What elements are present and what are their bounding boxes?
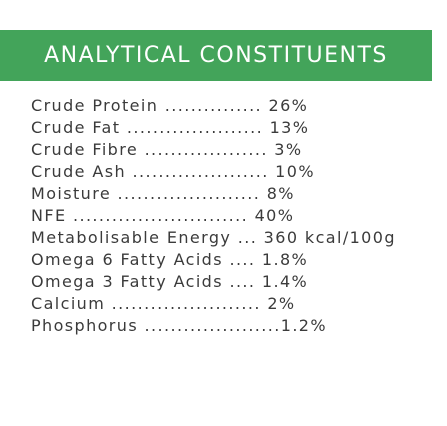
constituent-row-crude-protein: Crude Protein ............... 26%	[31, 96, 309, 115]
constituent-row-moisture: Moisture ...................... 8%	[31, 184, 295, 203]
constituent-row-crude-ash: Crude Ash ..................... 10%	[31, 162, 315, 181]
header-banner: ANALYTICAL CONSTITUENTS	[0, 30, 432, 81]
constituent-row-nfe: NFE ........................... 40%	[31, 206, 295, 225]
constituent-row-crude-fat: Crude Fat ..................... 13%	[31, 118, 310, 137]
constituent-row-omega-3: Omega 3 Fatty Acids .... 1.4%	[31, 272, 309, 291]
constituent-row-phosphorus: Phosphorus .....................1.2%	[31, 316, 327, 335]
constituent-row-omega-6: Omega 6 Fatty Acids .... 1.8%	[31, 250, 309, 269]
constituent-row-metabolisable-energy: Metabolisable Energy ... 360 kcal/100g	[31, 228, 396, 247]
section-title: ANALYTICAL CONSTITUENTS	[44, 42, 388, 68]
constituent-row-crude-fibre: Crude Fibre ................... 3%	[31, 140, 303, 159]
constituent-row-calcium: Calcium ....................... 2%	[31, 294, 296, 313]
